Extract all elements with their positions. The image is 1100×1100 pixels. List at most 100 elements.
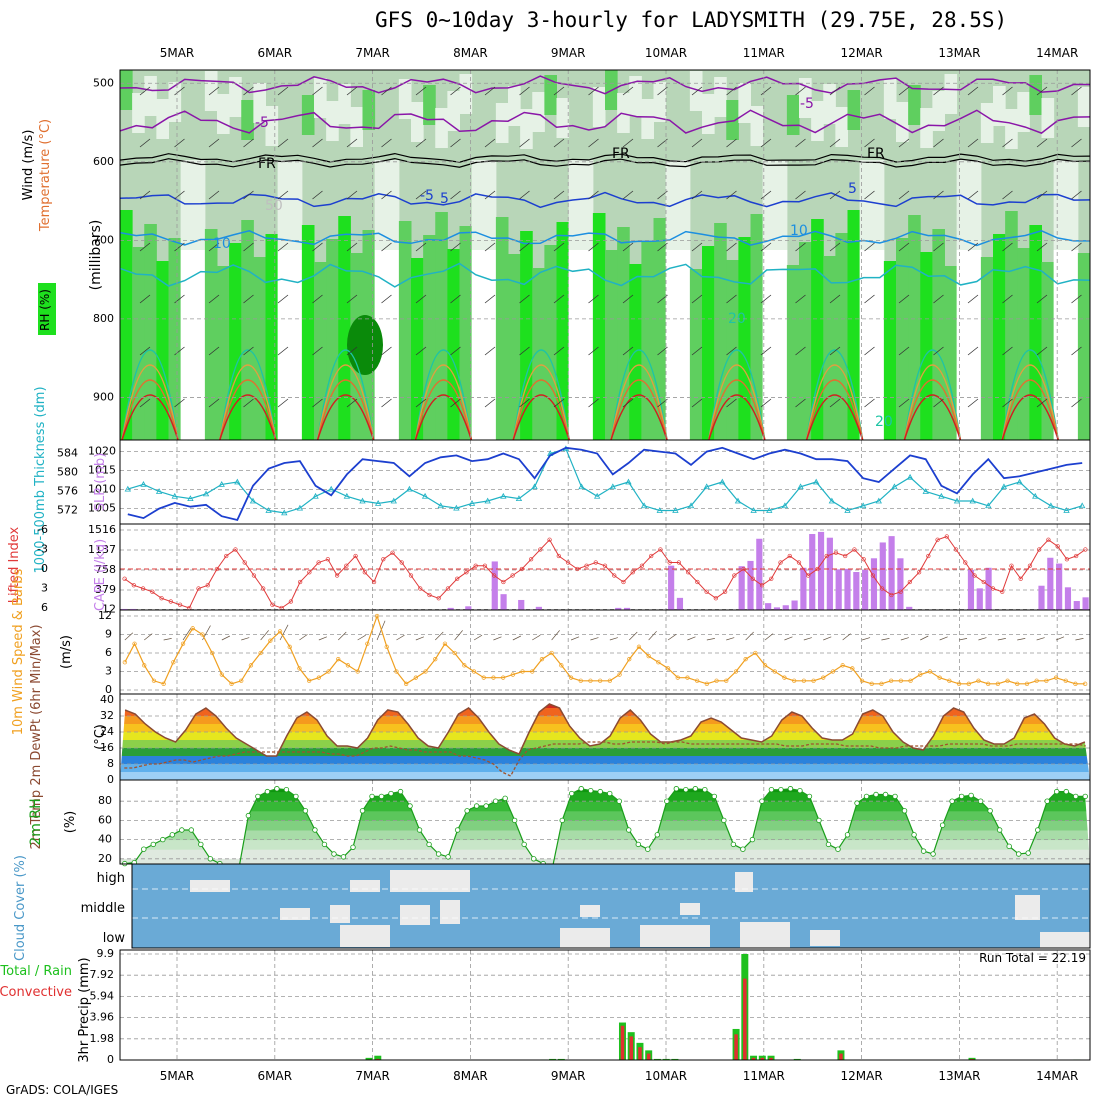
wind-barb-10m <box>726 637 735 641</box>
wind-barb <box>450 242 461 252</box>
wind-barb-10m <box>279 624 289 641</box>
rh-cell <box>544 75 557 115</box>
rh-moist-cell <box>799 242 812 440</box>
wind-barb <box>346 398 358 408</box>
wind-barb <box>1036 346 1048 356</box>
lifted-point <box>778 560 783 565</box>
wind-barb <box>415 398 427 408</box>
rh2m-point <box>607 790 613 797</box>
wind-point <box>665 666 671 671</box>
rh-cell <box>277 160 291 250</box>
rh2m-point <box>302 808 309 814</box>
wind-barb <box>898 190 910 200</box>
wind-barb <box>208 190 220 200</box>
lifted-point <box>371 579 377 585</box>
wind-point <box>792 678 797 683</box>
day-label-top: 9MAR <box>551 46 586 60</box>
thickness-point <box>703 483 710 490</box>
wind-barb <box>174 86 185 96</box>
rh-cell <box>811 101 824 141</box>
rh-cell <box>641 99 654 139</box>
lifted-point <box>261 586 266 591</box>
temp-tick: 24 <box>100 725 114 738</box>
wind-barb <box>588 138 599 148</box>
lifted-point <box>325 557 331 562</box>
lifted-point <box>953 547 959 552</box>
cape-bar <box>491 561 498 610</box>
thickness-point <box>1000 483 1008 490</box>
wind-barb <box>243 294 254 304</box>
wind-point <box>830 669 836 674</box>
wind-barb <box>829 294 841 304</box>
wind-barb <box>346 346 358 356</box>
thickness-point <box>813 478 820 485</box>
wind-point <box>239 678 244 683</box>
rh2m-point <box>207 856 214 862</box>
rh-dry-cell <box>471 250 485 440</box>
lifted-point <box>445 586 451 591</box>
lifted-point <box>870 573 876 578</box>
wind-barb-10m <box>415 636 424 641</box>
wind-barb <box>519 86 530 96</box>
wind-point <box>433 657 438 662</box>
cape-bar <box>888 536 895 610</box>
rh-cell <box>774 160 788 250</box>
rh-moist-cell <box>847 210 861 440</box>
wind-barb <box>415 294 427 304</box>
wind-point <box>316 675 322 680</box>
wind-barb <box>726 242 737 252</box>
rh2m-point <box>702 786 708 793</box>
cloud-block <box>560 928 610 948</box>
rh2m-point <box>274 786 280 792</box>
rh2m-point <box>502 795 508 802</box>
temp-tick: 8 <box>107 757 114 770</box>
thickness-point <box>609 483 617 490</box>
isotherm-label: -5 <box>420 188 434 204</box>
lifted-point <box>473 563 478 568</box>
lifted-point <box>972 573 977 578</box>
wind-point <box>598 678 603 683</box>
wind-barb <box>622 138 634 148</box>
wind-point <box>171 660 176 665</box>
freezing-line <box>120 152 1090 163</box>
wind-point <box>782 675 787 680</box>
wind-barb <box>691 86 703 96</box>
cape-bar <box>465 606 472 610</box>
wind-point <box>122 660 127 665</box>
wind-barb <box>139 190 151 200</box>
rh2m-band <box>120 810 1090 821</box>
wind-barb-10m <box>629 631 638 641</box>
thickness-point <box>312 492 319 499</box>
lifted-point <box>177 602 183 607</box>
wind-point <box>927 669 933 674</box>
cloud-block <box>190 880 230 892</box>
footer-credit: GrADS: COLA/IGES <box>6 1083 119 1097</box>
rh-cell <box>726 100 739 140</box>
wind-barb <box>139 398 151 408</box>
rh-cell <box>156 99 169 139</box>
wind-barb <box>312 242 323 252</box>
wind-barb-10m <box>532 634 541 641</box>
lifted-point <box>1083 547 1088 552</box>
lifted-point <box>926 553 931 559</box>
thickness-point <box>922 488 929 494</box>
rh-moist-cell <box>314 262 327 440</box>
wind-point <box>1024 681 1030 686</box>
rh2m-point <box>426 841 432 848</box>
wind-barb <box>898 138 910 148</box>
wind-barb <box>933 398 944 408</box>
wind-barb <box>243 346 254 356</box>
rh-dry-cell <box>580 250 594 440</box>
wind-barb <box>208 86 220 96</box>
cape-bar <box>518 599 525 610</box>
cape-bar <box>623 607 631 610</box>
isotherm-warm <box>1001 379 1059 440</box>
wind-barb <box>967 346 979 356</box>
cloud-block <box>390 870 470 892</box>
lifted-point <box>593 560 598 565</box>
rh-moist-cell <box>980 257 994 440</box>
wind-barb <box>484 346 496 356</box>
rh2m-point <box>958 793 965 800</box>
rh2m-point <box>730 841 737 848</box>
lifted-point <box>704 589 709 594</box>
